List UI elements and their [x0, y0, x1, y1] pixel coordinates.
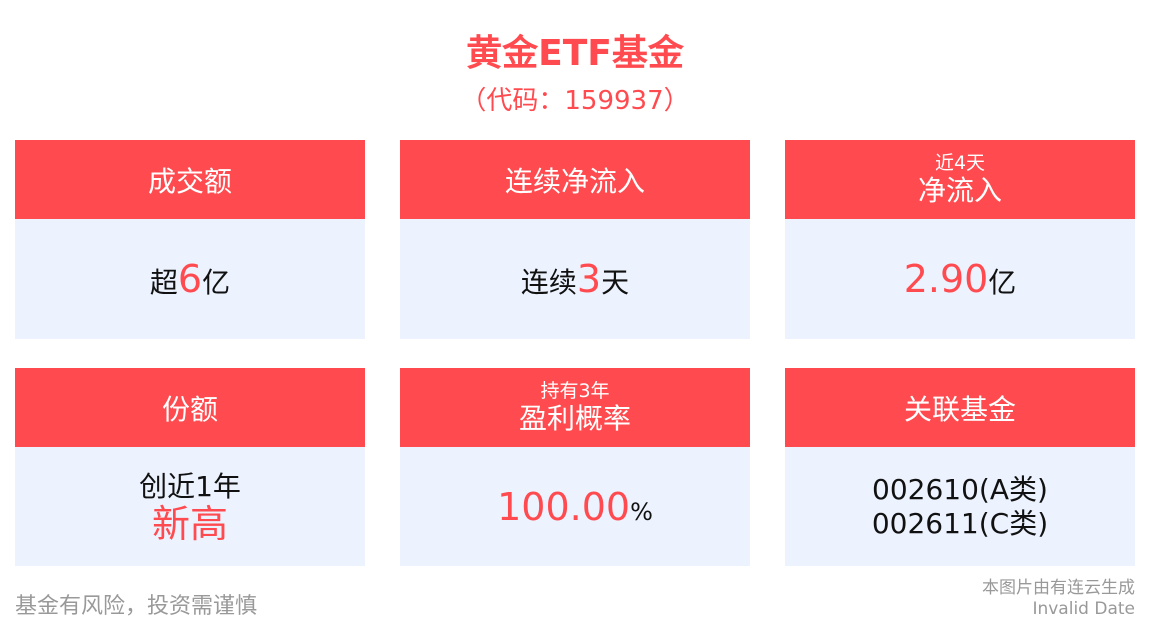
card-title: 连续净流入 [504, 164, 645, 198]
card-title: 盈利概率 [518, 401, 631, 435]
card-shares: 份额 创近1年 新高 [15, 368, 365, 566]
card-header: 关联基金 [785, 368, 1135, 447]
value-highlight: 3 [576, 257, 602, 301]
card-net-inflow: 近4天 净流入 2.90亿 [785, 140, 1135, 339]
value-highlight: 新高 [151, 501, 228, 546]
card-header: 份额 [15, 368, 365, 447]
fund-code-a: 002610(A类) [872, 472, 1048, 506]
value-highlight: 6 [177, 257, 203, 301]
page-title: 黄金ETF基金 [466, 33, 684, 74]
card-header: 成交额 [15, 140, 365, 219]
card-subtitle: 近4天 [934, 151, 986, 174]
value-suffix: % [630, 497, 653, 526]
card-title: 份额 [161, 392, 218, 426]
card-body: 2.90亿 [785, 219, 1135, 339]
card-title: 净流入 [917, 173, 1002, 207]
value-suffix: 亿 [988, 266, 1017, 299]
card-profit-probability: 持有3年 盈利概率 100.00% [400, 368, 750, 566]
value-suffix: 天 [601, 266, 630, 299]
date-text: Invalid Date [1032, 599, 1135, 619]
source-text: 本图片由有连云生成 [982, 578, 1135, 598]
card-subtitle: 持有3年 [540, 379, 610, 402]
footer-source: 本图片由有连云生成 Invalid Date [982, 578, 1135, 620]
card-body: 超6亿 [15, 219, 365, 339]
card-body: 创近1年 新高 [15, 447, 365, 566]
card-header: 持有3年 盈利概率 [400, 368, 750, 447]
fund-code-c: 002611(C类) [871, 506, 1049, 540]
value-highlight: 2.90 [903, 257, 989, 301]
fund-code: （代码：159937） [460, 86, 690, 116]
value-suffix: 亿 [202, 266, 231, 299]
risk-disclaimer: 基金有风险，投资需谨慎 [15, 594, 258, 619]
card-title: 关联基金 [903, 392, 1016, 426]
card-turnover: 成交额 超6亿 [15, 140, 365, 339]
card-related-funds: 关联基金 002610(A类) 002611(C类) [785, 368, 1135, 566]
card-continuous-inflow: 连续净流入 连续3天 [400, 140, 750, 339]
card-body: 002610(A类) 002611(C类) [785, 447, 1135, 566]
card-header: 近4天 净流入 [785, 140, 1135, 219]
value-prefix: 连续 [520, 266, 577, 299]
card-body: 连续3天 [400, 219, 750, 339]
card-title: 成交额 [147, 164, 232, 198]
value-highlight: 100.00 [497, 484, 631, 529]
card-header: 连续净流入 [400, 140, 750, 219]
card-body: 100.00% [400, 447, 750, 566]
value-line: 创近1年 [139, 469, 241, 503]
value-prefix: 超 [149, 266, 178, 299]
